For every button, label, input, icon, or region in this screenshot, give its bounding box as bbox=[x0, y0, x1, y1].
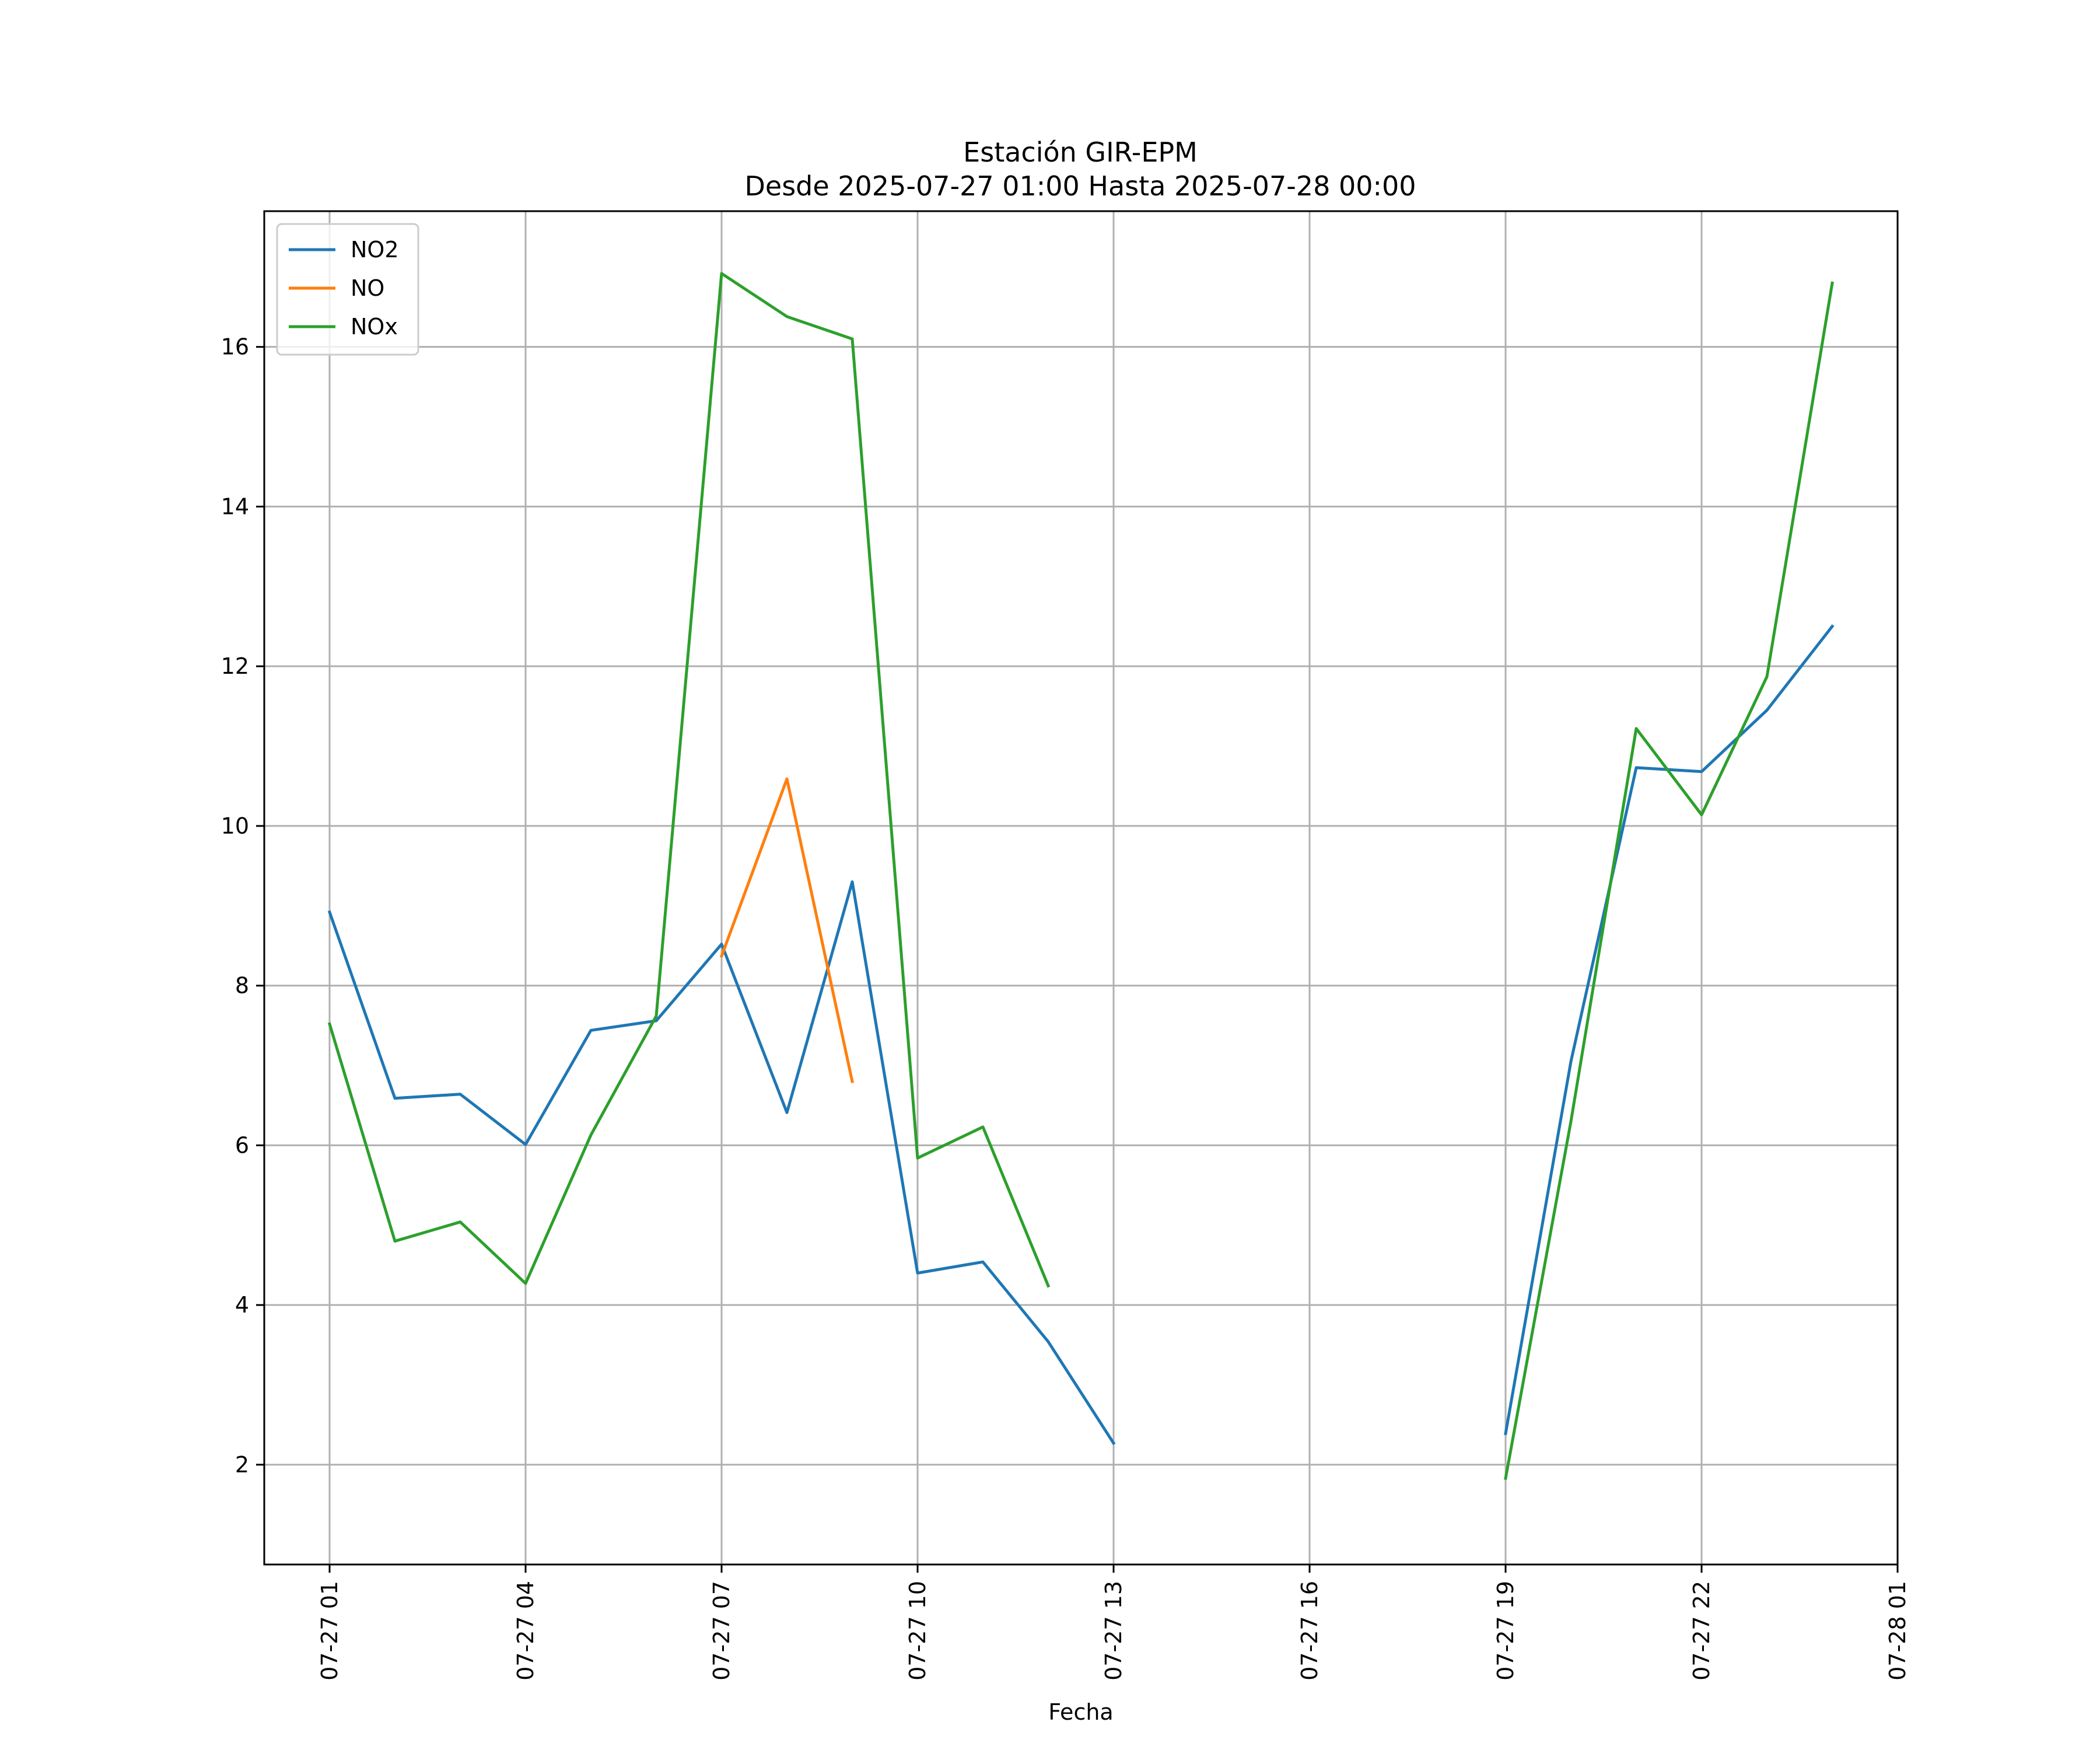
x-tick-label: 07-27 16 bbox=[1297, 1581, 1322, 1681]
y-tick-label: 12 bbox=[221, 653, 249, 679]
x-tick-label: 07-27 13 bbox=[1101, 1581, 1126, 1681]
x-tick-label: 07-27 19 bbox=[1493, 1581, 1518, 1681]
y-tick-label: 2 bbox=[235, 1452, 249, 1478]
series-layer bbox=[327, 272, 1835, 1480]
chart-subtitle: Desde 2025-07-27 01:00 Hasta 2025-07-28 … bbox=[744, 170, 1416, 202]
legend-item-no2: NO2 bbox=[289, 237, 399, 262]
series-line-nox bbox=[327, 272, 1051, 1288]
legend-label-nox: NOx bbox=[351, 314, 398, 340]
chart-title: Estación GIR-EPM bbox=[963, 136, 1198, 168]
x-tick-label: 07-27 07 bbox=[709, 1581, 734, 1681]
y-tick-label: 14 bbox=[221, 494, 249, 519]
y-tick-label: 8 bbox=[235, 973, 249, 999]
series-no bbox=[719, 777, 854, 1083]
series-line-no2 bbox=[327, 880, 1116, 1446]
y-tick-label: 6 bbox=[235, 1132, 249, 1158]
legend-label-no: NO bbox=[351, 275, 384, 301]
y-axis: 2 4 6 8 10 12 14 16 bbox=[221, 334, 264, 1478]
legend-item-no: NO bbox=[289, 275, 384, 301]
y-tick-label: 10 bbox=[221, 813, 249, 839]
series-line-nox bbox=[1504, 281, 1834, 1480]
legend: NO2 NO NOx bbox=[276, 223, 419, 356]
x-tick-label: 07-27 04 bbox=[513, 1581, 538, 1681]
legend-item-nox: NOx bbox=[289, 314, 398, 340]
x-tick-label: 07-27 22 bbox=[1689, 1581, 1714, 1681]
x-tick-label: 07-28 01 bbox=[1885, 1581, 1910, 1681]
x-tick-label: 07-27 01 bbox=[317, 1581, 342, 1681]
y-tick-label: 4 bbox=[235, 1292, 249, 1318]
plot-area-frame bbox=[263, 210, 1899, 1566]
x-axis-label: Fecha bbox=[1048, 1699, 1113, 1725]
x-tick-label: 07-27 10 bbox=[905, 1581, 930, 1681]
series-line-no bbox=[719, 777, 854, 1083]
x-axis: 07-27 01 07-27 04 07-27 07 07-27 10 07-27 13… bbox=[317, 1564, 1910, 1681]
legend-label-no2: NO2 bbox=[351, 237, 399, 262]
legend-box bbox=[276, 223, 419, 356]
series-nox bbox=[327, 272, 1834, 1480]
y-tick-label: 16 bbox=[221, 334, 249, 360]
